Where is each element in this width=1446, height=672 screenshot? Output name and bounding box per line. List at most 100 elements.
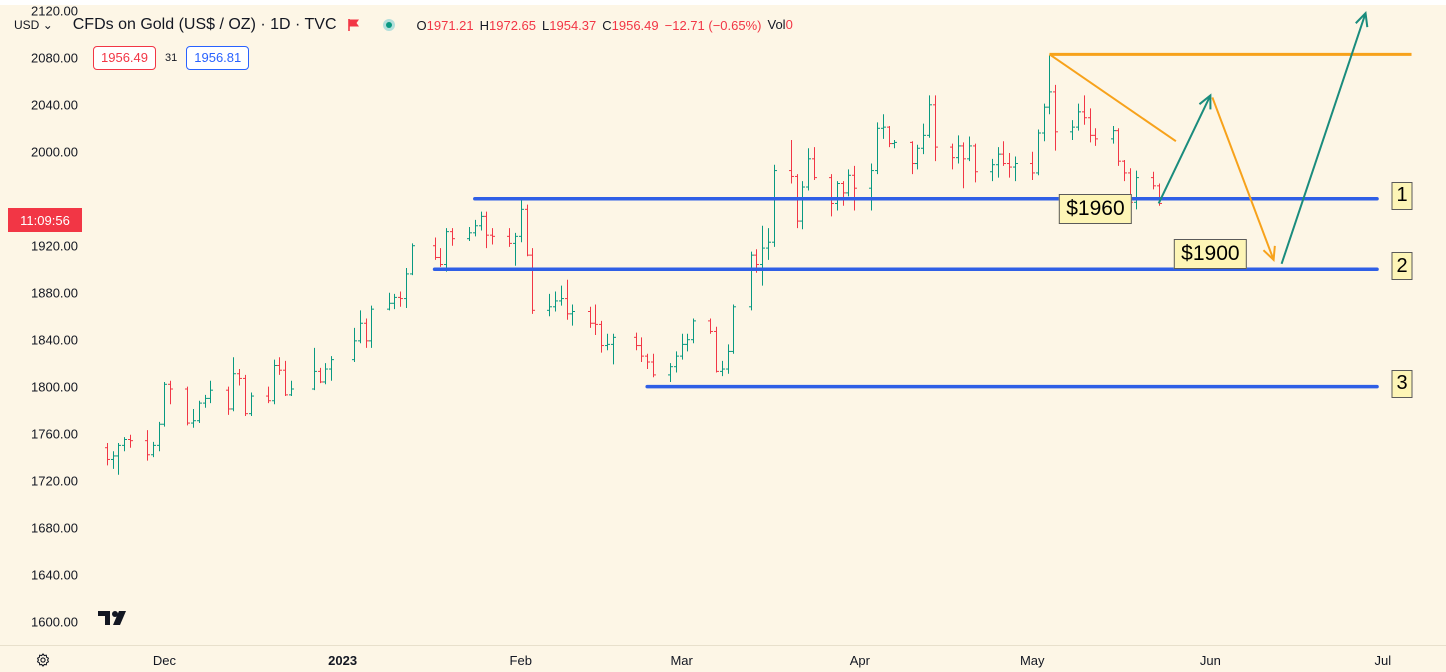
- candle[interactable]: [358, 310, 363, 344]
- candle[interactable]: [392, 293, 397, 310]
- candle[interactable]: [846, 169, 851, 197]
- red-flag-icon[interactable]: [347, 18, 361, 32]
- candle[interactable]: [203, 394, 208, 408]
- candle[interactable]: [892, 140, 897, 149]
- candle[interactable]: [996, 147, 1001, 178]
- candle[interactable]: [829, 174, 834, 217]
- symbol-title[interactable]: CFDs on Gold (US$ / OZ) · 1D · TVC: [72, 16, 337, 33]
- candle[interactable]: [835, 181, 840, 211]
- candle[interactable]: [410, 243, 415, 276]
- candle[interactable]: [105, 443, 110, 466]
- candle[interactable]: [910, 141, 915, 175]
- candle[interactable]: [168, 380, 173, 405]
- candle[interactable]: [318, 367, 323, 384]
- candle[interactable]: [634, 332, 639, 351]
- candle[interactable]: [1053, 84, 1058, 151]
- settings-gear-icon[interactable]: [36, 653, 50, 667]
- candle[interactable]: [726, 344, 731, 374]
- candle[interactable]: [1116, 128, 1121, 166]
- candle[interactable]: [398, 291, 403, 307]
- candle[interactable]: [249, 392, 254, 417]
- candle[interactable]: [387, 292, 392, 311]
- market-status-icon[interactable]: [382, 19, 395, 31]
- candle[interactable]: [760, 225, 765, 286]
- candle[interactable]: [364, 318, 369, 348]
- candle[interactable]: [639, 337, 644, 362]
- price-annotation[interactable]: $1900: [1174, 238, 1247, 269]
- candle[interactable]: [185, 386, 190, 426]
- candle[interactable]: [151, 441, 156, 458]
- candle[interactable]: [852, 165, 857, 211]
- candle[interactable]: [157, 421, 162, 452]
- candle[interactable]: [519, 199, 524, 243]
- candle[interactable]: [1134, 170, 1139, 210]
- time-axis[interactable]: Dec 2023 Feb Mar Apr May Jun Jul: [0, 645, 1446, 672]
- candle[interactable]: [708, 318, 713, 334]
- candle[interactable]: [312, 347, 317, 391]
- candle[interactable]: [611, 333, 616, 365]
- candle[interactable]: [289, 380, 294, 397]
- tradingview-logo-icon[interactable]: [98, 609, 132, 627]
- candle[interactable]: [875, 122, 880, 175]
- candle[interactable]: [231, 357, 236, 412]
- candle[interactable]: [795, 174, 800, 229]
- candle[interactable]: [266, 386, 271, 404]
- candle[interactable]: [1007, 152, 1012, 178]
- candle[interactable]: [933, 95, 938, 162]
- chart-plot-area[interactable]: [84, 5, 1446, 645]
- candle[interactable]: [812, 147, 817, 180]
- candle[interactable]: [352, 327, 357, 362]
- candle[interactable]: [1111, 125, 1116, 144]
- candle[interactable]: [1093, 128, 1098, 146]
- candle[interactable]: [116, 443, 121, 475]
- projection-arrow-up[interactable]: [1280, 11, 1369, 265]
- candle[interactable]: [243, 374, 248, 417]
- candle[interactable]: [162, 381, 167, 427]
- buy-price-button[interactable]: 1956.81: [186, 46, 250, 70]
- candle[interactable]: [599, 320, 604, 353]
- candle[interactable]: [887, 125, 892, 148]
- candle[interactable]: [691, 318, 696, 344]
- candle[interactable]: [731, 304, 736, 354]
- candle[interactable]: [651, 353, 656, 378]
- candle[interactable]: [547, 293, 552, 317]
- candle[interactable]: [1122, 160, 1127, 182]
- candle[interactable]: [593, 304, 598, 335]
- candle[interactable]: [1076, 103, 1081, 131]
- candle[interactable]: [1151, 171, 1156, 190]
- candle[interactable]: [1047, 55, 1052, 115]
- candle[interactable]: [122, 437, 127, 452]
- candle[interactable]: [525, 204, 530, 257]
- candle[interactable]: [588, 306, 593, 328]
- candle[interactable]: [973, 143, 978, 183]
- candle[interactable]: [921, 123, 926, 155]
- projection-arrow-up[interactable]: [1157, 93, 1212, 204]
- candle[interactable]: [720, 360, 725, 377]
- candle[interactable]: [789, 140, 794, 184]
- candle[interactable]: [1088, 108, 1093, 143]
- candle[interactable]: [749, 251, 754, 311]
- candle[interactable]: [680, 333, 685, 360]
- candle[interactable]: [881, 114, 886, 139]
- candle[interactable]: [467, 226, 472, 242]
- candle[interactable]: [1013, 156, 1018, 182]
- candle[interactable]: [513, 232, 518, 266]
- candle[interactable]: [111, 451, 116, 469]
- candle[interactable]: [479, 211, 484, 231]
- candle[interactable]: [806, 148, 811, 191]
- candle[interactable]: [565, 279, 570, 320]
- candle[interactable]: [530, 248, 535, 314]
- candle[interactable]: [645, 353, 650, 370]
- candle[interactable]: [145, 430, 150, 461]
- candle[interactable]: [990, 158, 995, 182]
- candle[interactable]: [668, 363, 673, 382]
- candle[interactable]: [570, 304, 575, 326]
- support-level-label[interactable]: 3: [1391, 369, 1413, 398]
- candle[interactable]: [1042, 103, 1047, 142]
- candle[interactable]: [484, 211, 489, 249]
- candle[interactable]: [869, 163, 874, 211]
- candle[interactable]: [950, 143, 955, 170]
- candle[interactable]: [507, 228, 512, 247]
- candle[interactable]: [490, 228, 495, 245]
- candle[interactable]: [277, 357, 282, 375]
